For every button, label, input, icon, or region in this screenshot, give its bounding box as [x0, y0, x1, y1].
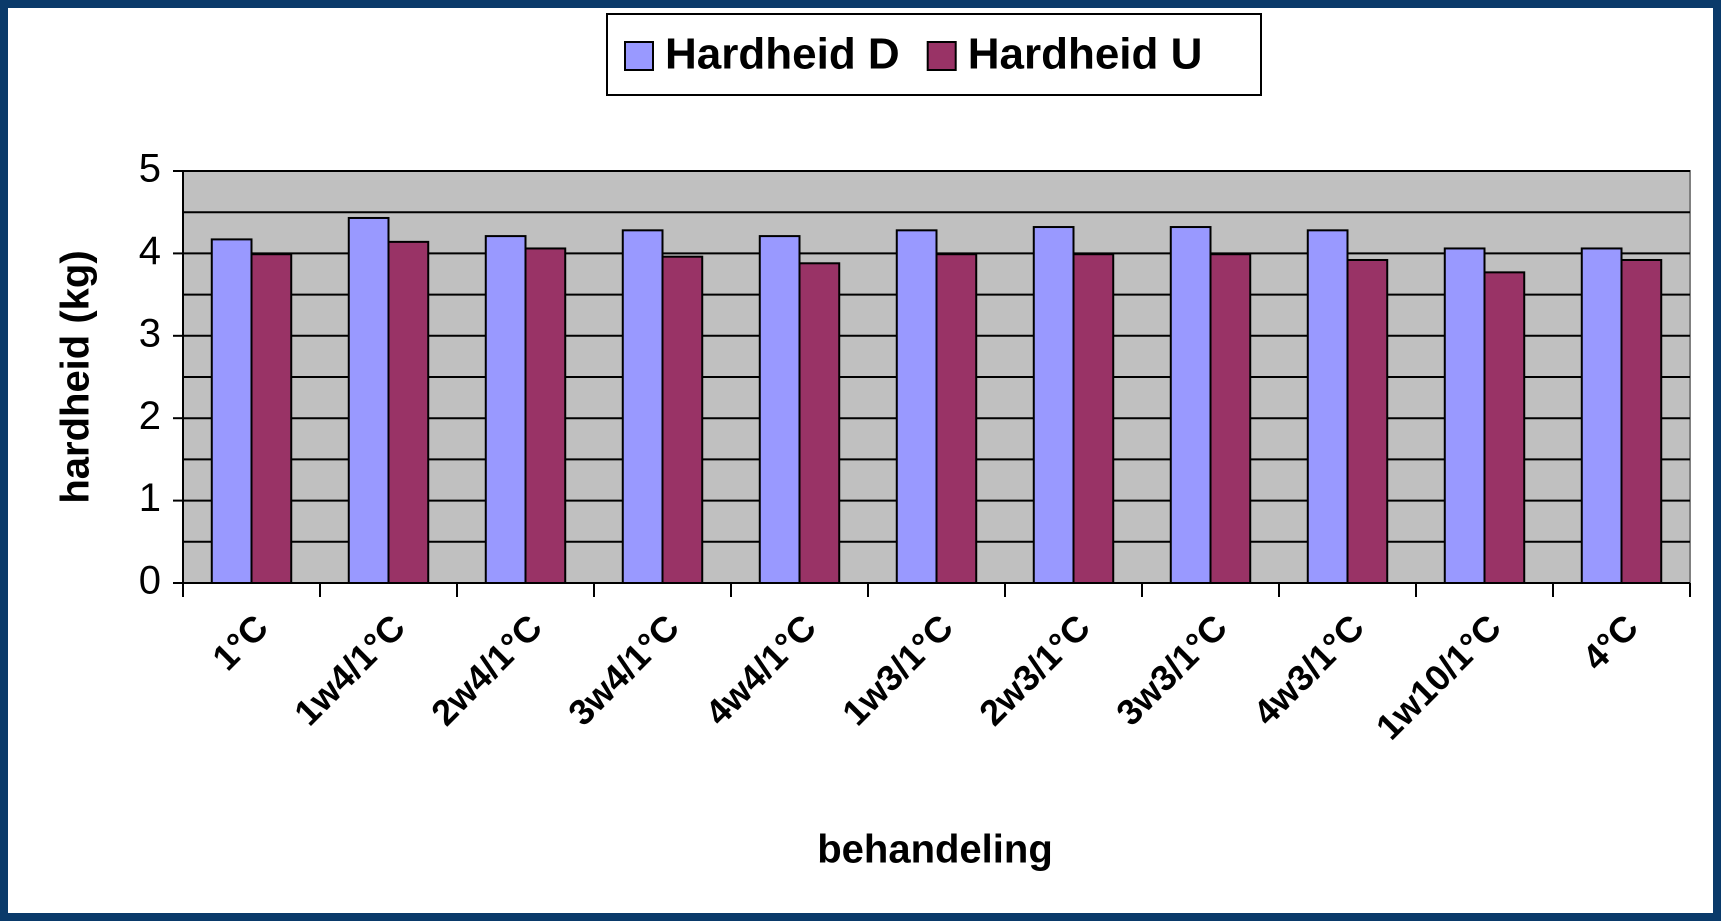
bar [1620, 258, 1663, 584]
y-tick-label: 1 [139, 476, 161, 520]
bar [895, 229, 938, 584]
legend-label: Hardheid D [665, 30, 900, 79]
bar [1483, 271, 1526, 584]
bar [347, 216, 390, 585]
y-tick-label: 0 [139, 559, 161, 603]
bar [935, 253, 978, 584]
bar [210, 238, 253, 584]
bar [1209, 253, 1252, 584]
legend-swatch [926, 41, 957, 71]
bar [798, 262, 841, 584]
bar [387, 240, 430, 584]
bar [758, 235, 801, 584]
bar [1580, 247, 1623, 584]
bar [1306, 229, 1349, 584]
bar [1346, 258, 1389, 584]
bar [1443, 247, 1486, 584]
y-axis-label: hardheid (kg) [54, 250, 98, 503]
legend-label: Hardheid U [968, 30, 1203, 79]
bar [484, 235, 527, 584]
y-tick-label: 2 [139, 394, 161, 438]
bar [661, 255, 704, 584]
x-axis-label: behandeling [817, 828, 1053, 872]
legend-swatch [624, 41, 654, 71]
bar [250, 253, 293, 584]
y-tick-label: 3 [139, 311, 161, 355]
bar [1072, 253, 1115, 584]
bar [524, 247, 567, 584]
y-tick-label: 4 [139, 229, 161, 273]
bar [1032, 226, 1075, 584]
y-tick-label: 5 [139, 147, 161, 191]
bar [621, 229, 664, 584]
bar [1169, 226, 1212, 584]
